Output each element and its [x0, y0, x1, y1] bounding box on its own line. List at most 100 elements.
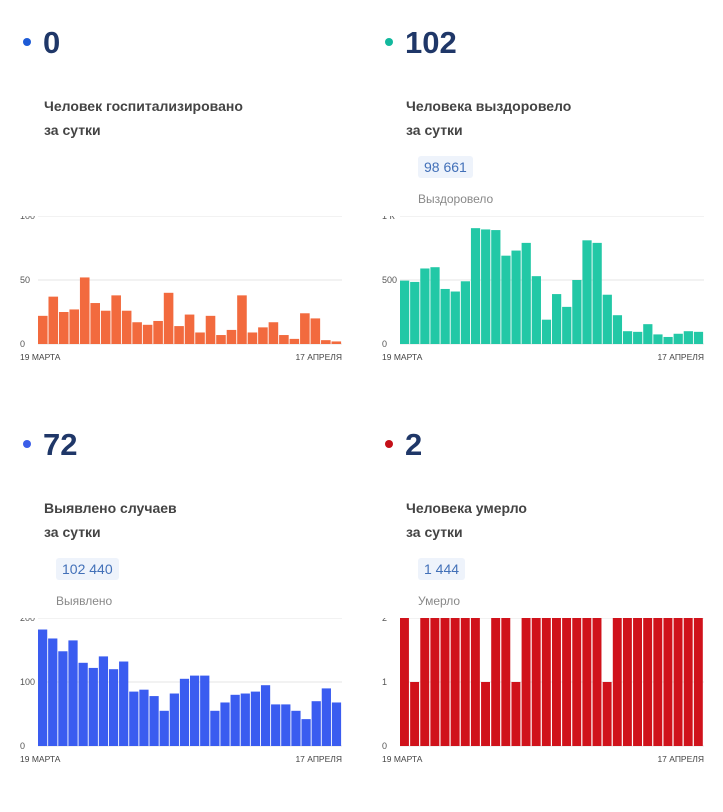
status-dot [385, 440, 393, 448]
bar [470, 618, 480, 746]
y-tick-label: 0 [382, 339, 387, 349]
bar [291, 710, 301, 746]
x-end-label: 17 АПРЕЛЯ [295, 754, 342, 764]
bar [582, 618, 592, 746]
bar [643, 618, 653, 746]
bar [622, 618, 632, 746]
daily-value: 0 [43, 24, 61, 60]
bar [121, 310, 132, 344]
caption-line-2: за сутки [44, 524, 101, 540]
caption-line-2: за сутки [44, 122, 101, 138]
bar [552, 618, 561, 746]
bar [440, 618, 450, 746]
bar [531, 618, 541, 746]
caption-line-1: Выявлено случаев [44, 500, 177, 516]
bar [129, 691, 139, 746]
bar [321, 688, 331, 746]
bar [491, 230, 501, 344]
bar [139, 689, 149, 746]
bar [643, 324, 653, 344]
x-start-label: 19 МАРТА [20, 754, 61, 764]
bar-chart: 0 1 2 19 МАРТА 17 АПРЕЛЯ [382, 618, 704, 764]
bar [501, 255, 511, 344]
bar [119, 661, 129, 746]
caption: Человек госпитализировано за сутки [44, 94, 243, 142]
bar [410, 281, 420, 344]
x-end-label: 17 АПРЕЛЯ [657, 352, 704, 362]
bar [450, 618, 460, 746]
bar [653, 334, 663, 344]
bar [331, 702, 342, 746]
bar [258, 327, 268, 344]
bar [48, 296, 59, 344]
bar [420, 268, 430, 344]
status-dot [23, 440, 31, 448]
bar [622, 331, 633, 344]
daily-value: 72 [43, 426, 78, 462]
bar [300, 313, 310, 344]
bar [268, 322, 279, 344]
x-end-label: 17 АПРЕЛЯ [657, 754, 704, 764]
bar [174, 326, 184, 344]
bar [311, 701, 321, 746]
bar [210, 710, 220, 746]
bar-chart: 0 500 1 К 19 МАРТА 17 АПРЕЛЯ [382, 216, 704, 362]
y-tick-label: 500 [382, 275, 397, 285]
bar [511, 682, 521, 746]
bar [100, 310, 111, 344]
bar-chart: 0 50 100 19 МАРТА 17 АПРЕЛЯ [20, 216, 342, 362]
chart-recovered: 0 500 1 К 19 МАРТА 17 АПРЕЛЯ [382, 216, 712, 376]
bar [531, 276, 541, 344]
y-tick-label: 1 [382, 677, 387, 687]
bar [179, 678, 190, 746]
stat-row: 2 [382, 422, 422, 466]
y-tick-label: 0 [20, 741, 25, 751]
total-count-badge: 98 661 [418, 156, 473, 178]
bar [602, 294, 612, 344]
bar [653, 618, 663, 746]
bar [58, 651, 68, 746]
caption-line-1: Человек госпитализировано [44, 98, 243, 114]
bar [430, 267, 440, 344]
bar [279, 335, 289, 344]
bar [111, 295, 121, 344]
bar [149, 696, 159, 746]
stat-row: 0 [20, 20, 60, 64]
panel-detected: 72 Выявлено случаев за сутки 102 440 Выя… [20, 422, 360, 812]
x-start-label: 19 МАРТА [382, 352, 423, 362]
bar [460, 281, 471, 344]
bar [450, 291, 460, 344]
bar [301, 719, 311, 746]
bar [572, 280, 582, 344]
bar [250, 691, 261, 746]
bar [220, 702, 230, 746]
bar [78, 662, 88, 746]
bar [612, 315, 623, 344]
bar [163, 292, 174, 344]
bar [663, 618, 673, 746]
total-count-badge: 102 440 [56, 558, 119, 580]
y-tick-label: 1 К [382, 216, 396, 221]
bar [602, 682, 612, 746]
bar [673, 618, 683, 746]
bar [90, 303, 100, 344]
bar [190, 675, 200, 746]
y-tick-label: 100 [20, 677, 35, 687]
bar [481, 229, 491, 344]
bar [541, 319, 552, 344]
bar [240, 693, 250, 746]
bar [440, 288, 450, 344]
caption-line-2: за сутки [406, 122, 463, 138]
bar [633, 618, 642, 746]
bar [501, 618, 511, 746]
bar [281, 704, 291, 746]
bar [470, 228, 481, 344]
bar [230, 694, 240, 746]
bar [572, 618, 582, 746]
bar [58, 312, 69, 344]
status-dot [385, 38, 393, 46]
bar [200, 675, 210, 746]
bar [683, 618, 693, 746]
panel-recovered: 102 Человека выздоровело за сутки 98 661… [382, 20, 722, 410]
bar [430, 618, 440, 746]
